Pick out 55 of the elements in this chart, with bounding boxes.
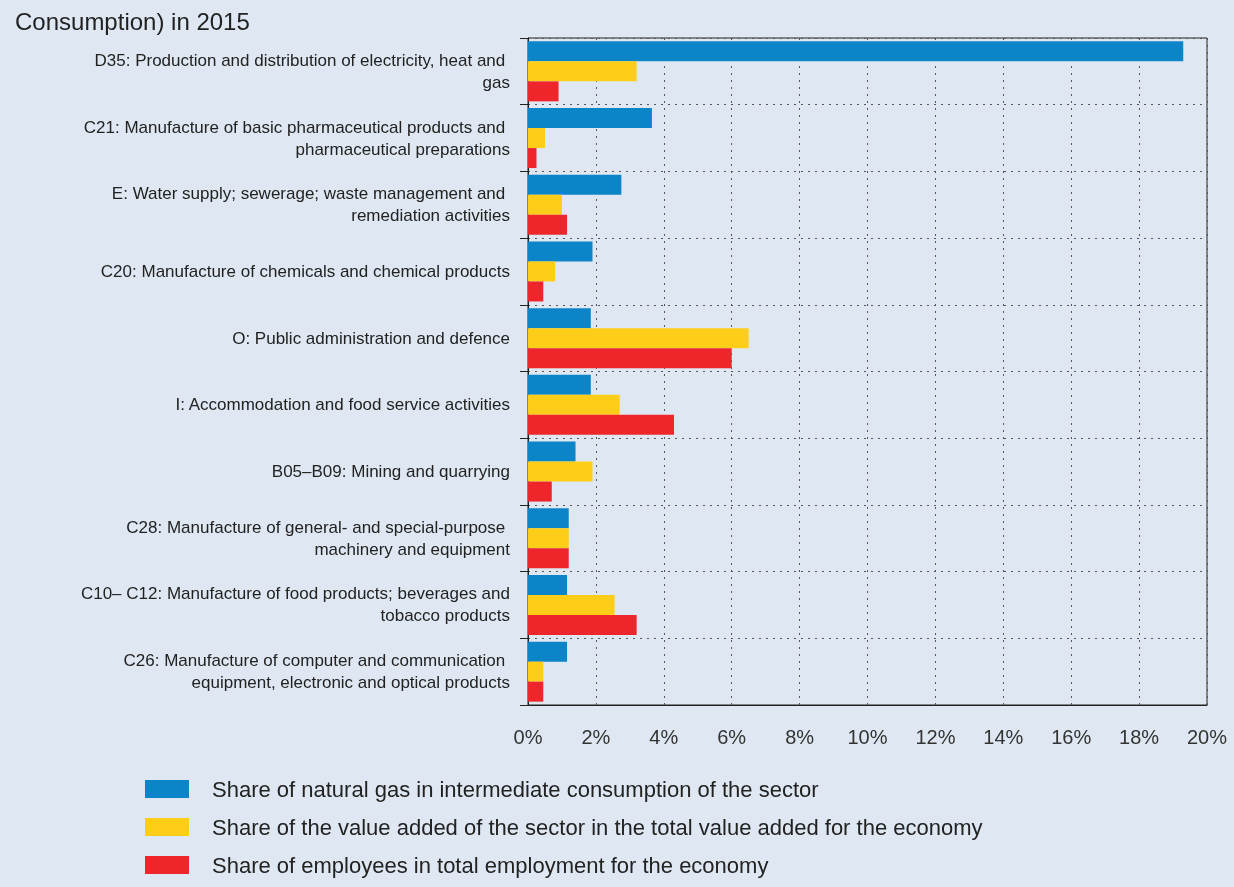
y-tick-label: E: Water supply; sewerage; waste management and remediation activities (111, 184, 510, 226)
x-tick-label: 8% (785, 726, 815, 748)
bar (528, 614, 637, 635)
bar (528, 194, 562, 215)
bar (528, 528, 569, 549)
text: Consumption) in 2015 (15, 7, 250, 35)
bar (528, 328, 749, 349)
y-tick-label: D35: Production and distribution of electricity, heat and gas (94, 50, 510, 92)
bar (528, 61, 637, 82)
bar (528, 241, 593, 262)
y-tick-label: C21: Manufacture of basic pharmaceutical products and pharmaceutical preparations (83, 117, 510, 159)
bar (528, 594, 615, 615)
bar (528, 681, 544, 702)
bar (528, 128, 545, 149)
bar (528, 148, 537, 169)
bar (528, 548, 569, 569)
bar (528, 261, 556, 282)
x-tick-label: 2% (581, 726, 611, 748)
bar (528, 481, 552, 502)
x-tick-label: 10% (847, 726, 888, 748)
bar (528, 461, 593, 482)
y-tick-label: C26: Manufacture of computer and communication equipment, electronic and optical products (123, 651, 510, 693)
bar (528, 414, 674, 435)
bar (528, 308, 591, 329)
y-tick-label: C10– C12: Manufacture of food products; beverages and tobacco products (80, 584, 510, 626)
x-tick-label: 20% (1186, 726, 1228, 748)
y-tick-label: B05–B09: Mining and quarrying (271, 462, 510, 482)
x-tick-label: 18% (1119, 726, 1160, 748)
bar (528, 394, 620, 415)
bar (528, 441, 576, 462)
bar (528, 174, 622, 195)
y-tick-label: I: Accommodation and food service activities (175, 395, 510, 415)
bar (528, 81, 559, 102)
x-tick-label: 0% (513, 726, 543, 748)
bar (528, 214, 568, 235)
bar (528, 281, 544, 302)
bar (528, 661, 544, 682)
bar (528, 374, 591, 395)
bar (528, 348, 732, 369)
bar (528, 641, 568, 662)
legend-label: Share of natural gas in intermediate consumption of the sector (212, 776, 819, 802)
bar (528, 574, 568, 595)
y-tick-label: C20: Manufacture of chemicals and chemical products (100, 261, 510, 281)
bar (528, 108, 652, 129)
y-tick-label: C28: Manufacture of general- and special-purpose machinery and equipment (126, 517, 511, 559)
legend-label: Share of employees in total employment for the economy (212, 852, 769, 878)
y-tick-label: O: Public administration and defence (232, 328, 510, 348)
x-tick-label: 6% (717, 726, 747, 748)
x-tick-label: 12% (915, 726, 956, 748)
bar (528, 41, 1184, 62)
x-tick-label: 4% (649, 726, 679, 748)
x-tick-label: 16% (1051, 726, 1092, 748)
x-tick-label: 14% (983, 726, 1024, 748)
legend-label: Share of the value added of the sector in the total value added for the economy (212, 814, 983, 840)
bar (528, 508, 569, 529)
